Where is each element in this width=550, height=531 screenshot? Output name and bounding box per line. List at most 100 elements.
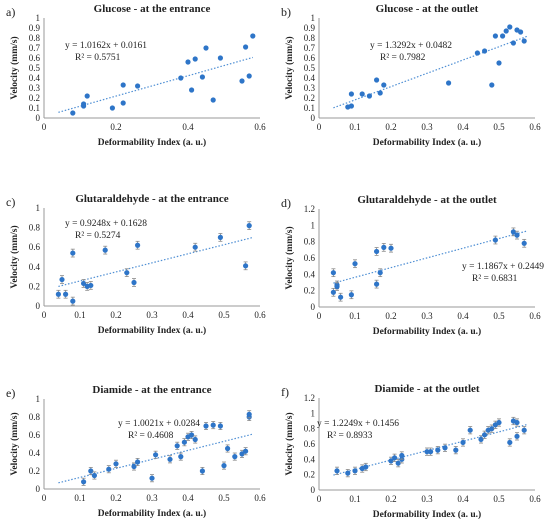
data-point [81,101,87,107]
x-tick-label: 0 [42,310,47,320]
y-tick-label: 0 [36,301,41,311]
x-tick-label: 0.1 [349,122,360,132]
data-point [131,463,137,470]
data-point [70,110,76,116]
y-tick-label: 0.7 [304,43,316,53]
y-tick-label: 0.5 [29,63,41,73]
data-point [478,436,484,442]
data-point [521,427,527,433]
chart-title: Diamide - at the outlet [374,383,479,395]
data-point [210,422,216,428]
data-point [359,91,365,97]
data-point [492,33,498,39]
data-point [482,432,488,438]
y-tick-label: 1 [36,203,41,213]
data-point [189,432,195,438]
data-point [135,242,141,248]
x-tick-label: 0.2 [110,122,121,132]
data-point [59,276,65,283]
data-point [124,270,130,276]
data-point [185,59,191,65]
data-point [474,50,480,56]
data-point [492,237,498,243]
data-point [246,73,252,79]
data-point [84,93,90,99]
x-tick-label: 0.2 [110,493,121,503]
data-point [503,28,509,34]
x-tick-label: 0.4 [457,311,469,321]
data-point [217,234,223,240]
data-point [500,33,506,39]
y-tick-label: 0 [311,485,316,495]
data-point [109,105,115,111]
data-point [377,90,383,96]
data-point [149,475,155,481]
data-point [232,454,238,460]
x-tick-label: 0.5 [218,310,230,320]
data-point [199,468,205,474]
data-point [348,292,354,298]
x-tick-label: 0.5 [493,311,505,321]
y-tick-label: 0.6 [29,242,41,252]
y-tick-label: 0.4 [29,448,41,458]
y-tick-label: 0.8 [29,33,41,43]
trendline [58,56,253,113]
data-point [453,447,459,453]
data-point [178,75,184,81]
data-point [91,472,97,479]
trendline-equation: y = 0.9248x + 0.1628 [65,219,147,229]
x-tick-label: 0.1 [349,494,360,504]
data-point [203,423,209,429]
data-point [120,100,126,106]
y-tick-label: 0 [311,302,316,312]
y-tick-label: 0.6 [304,253,316,263]
data-point [507,439,513,446]
data-point [81,280,87,287]
r-squared: R² = 0.7982 [380,53,426,63]
x-axis-label: Deformability Index (a. u.) [373,509,481,520]
data-point [192,244,198,250]
y-tick-label: 1.2 [304,204,315,214]
data-point [70,250,76,256]
y-tick-label: 0.8 [304,424,316,434]
y-axis-label: Velocity (mm/s) [9,225,20,288]
data-point [388,245,394,251]
panel-letter: a) [6,5,15,19]
y-tick-label: 0.3 [304,83,316,93]
x-axis-label: Deformability Index (a. u.) [98,325,206,336]
panel-1: b) Glucose - at the outlet00.10.20.30.40.… [281,3,541,148]
data-point [489,426,495,432]
y-tick-label: 0.6 [29,53,41,63]
data-point [521,38,527,44]
data-point [221,463,227,469]
data-point [514,433,520,439]
trendline [333,230,528,284]
data-point [366,93,372,99]
data-point [399,452,405,459]
y-tick-label: 0.8 [304,33,316,43]
y-tick-label: 1 [311,220,316,230]
data-point [348,103,354,109]
x-tick-label: 0.4 [457,122,469,132]
r-squared: R² = 0.6831 [472,274,518,284]
y-tick-label: 0.6 [304,53,316,63]
trendline [58,236,253,288]
data-point [442,445,448,451]
data-point [243,448,249,454]
data-point [352,261,358,267]
x-tick-label: 0.5 [493,122,505,132]
x-tick-label: 0.1 [74,493,85,503]
r-squared: R² = 0.5274 [75,231,121,241]
data-point [63,291,69,297]
x-tick-label: 0 [317,311,322,321]
y-tick-label: 0.4 [304,454,316,464]
y-tick-label: 0.7 [29,43,41,53]
data-point [510,40,516,46]
data-point [246,223,252,229]
y-tick-label: 0.1 [304,103,315,113]
data-point [374,248,380,255]
x-tick-label: 0.4 [457,494,469,504]
data-point [192,436,198,443]
trendline-equation: y = 1.1867x + 0.2449 [462,262,544,272]
x-axis-label: Deformability Index (a. u.) [373,326,481,337]
